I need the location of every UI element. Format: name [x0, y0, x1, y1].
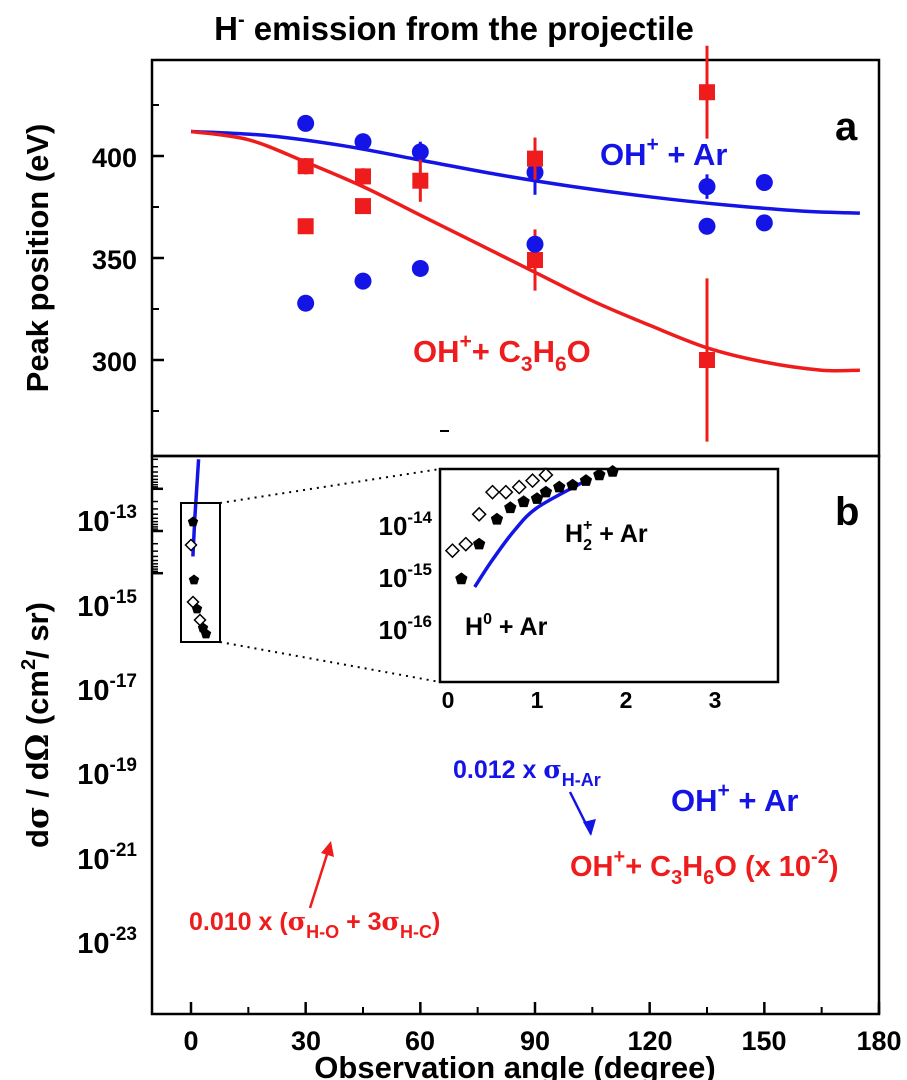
x-tick-0: 0: [183, 1026, 198, 1056]
panel-a-label: a: [835, 105, 858, 149]
red-point-a: [297, 158, 314, 175]
panel-a-frame: [150, 58, 881, 458]
inset-plot: [444, 465, 619, 588]
y-tick-b-1e-19: 10-19: [77, 755, 137, 791]
x-tick-30: 30: [291, 1026, 321, 1056]
red-point-b: [297, 218, 314, 235]
inset-h0-ar-point: [471, 506, 487, 522]
blue-point-a: [354, 133, 372, 151]
blue-point-b: [526, 235, 544, 253]
inset-h2-ar-point: [579, 474, 593, 486]
blue-point-a: [698, 178, 716, 196]
inset-h2-ar-point: [455, 572, 468, 585]
label-a-oh-ar: OH+ + Ar: [600, 133, 727, 172]
inset-h0-ar-point: [524, 473, 541, 489]
y-tick-a-300: 300: [92, 347, 137, 377]
inset-h2-ar-point: [473, 537, 486, 550]
blue-point-b: [354, 272, 372, 290]
red-point-a: [699, 352, 715, 368]
h2-ar-point-zoom: [200, 628, 212, 639]
inset-h0-ar-point: [458, 536, 474, 552]
inset-fit-line: [473, 481, 583, 588]
inset-label-h0: H0 + Ar: [465, 611, 548, 641]
h2-ar-point-zoom: [188, 574, 200, 585]
inset-h2-ar-point: [530, 492, 544, 504]
red-fit-line-a: [190, 129, 860, 373]
x-tick-180: 180: [856, 1026, 901, 1056]
inset-x-tick-1: 1: [531, 687, 544, 713]
y-tick-b-1e-23: 10-23: [77, 924, 137, 960]
inset-h2-ar-point: [606, 465, 619, 477]
inset-h2-ar-point: [517, 495, 530, 508]
y-tick-b-1e-13: 10-13: [77, 502, 137, 538]
inset-h0-ar-point: [484, 484, 501, 500]
arrow-sigma-c3h6o-shaft: [308, 844, 332, 909]
label-b-oh-c3h6o: OH++ C3H6O (x 10-2): [570, 846, 839, 889]
h2-ar-point-zoom: [191, 603, 203, 614]
blue-point-b: [297, 294, 315, 312]
inset-h0-ar-point: [511, 479, 527, 495]
y-axis-title-b: dσ / dΩ (cm2/ sr): [18, 602, 56, 848]
inset-h2-ar-point: [539, 485, 553, 498]
zoom-connector-top: [219, 468, 441, 504]
inset-y-tick-1e-16: 10-16: [379, 612, 433, 645]
inset-y-tick-1e-14: 10-14: [379, 508, 433, 541]
blue-fit-line-a: [190, 129, 860, 215]
blue-point-a: [755, 174, 773, 192]
red-point-a: [527, 252, 543, 269]
x-tick-60: 60: [405, 1026, 435, 1056]
panel-b-label: b: [835, 490, 859, 534]
blue-point-b: [411, 259, 429, 277]
inset-x-tick-3: 3: [709, 687, 722, 713]
blue-point-b: [698, 217, 716, 235]
y-tick-b-1e-15: 10-15: [77, 587, 137, 623]
label-b-sigma-ar: 0.012 x σH-Ar: [453, 755, 601, 790]
inset-h0-ar-point: [444, 543, 461, 559]
h0-ar-point-zoom: [184, 538, 198, 552]
y-axis-title-a: Peak position (eV): [20, 124, 55, 393]
panel-a-plot: [190, 114, 860, 442]
arrow-sigma-ar-head: [583, 819, 596, 836]
h2-ar-point-zoom: [187, 516, 199, 527]
inset-x-tick-2: 2: [620, 687, 633, 713]
red-point-a: [355, 168, 371, 185]
inset-label-h2: H2+ + Ar: [565, 517, 648, 554]
label-a-oh-c3h6o: OH++ C3H6O: [413, 330, 591, 376]
red-point-b: [699, 84, 715, 101]
arrow-sigma-c3h6o-head: [321, 841, 334, 857]
x-tick-150: 150: [741, 1026, 786, 1056]
blue-point-a: [297, 114, 315, 132]
blue-point-a: [411, 143, 429, 161]
inset-x-tick-0: 0: [442, 687, 455, 713]
label-b-sigma-c3h6o: 0.010 x (σH-O + 3σH-C): [189, 907, 440, 942]
inset-h2-ar-point: [490, 512, 504, 525]
panel-b-plot: [184, 45, 773, 639]
inset-h2-ar-point: [593, 468, 606, 481]
y-tick-a-350: 350: [92, 245, 137, 275]
blue-point-b: [755, 214, 773, 232]
inset-y-tick-1e-15: 10-15: [379, 560, 433, 593]
y-tick-b-1e-17: 10-17: [77, 671, 137, 707]
y-tick-b-1e-21: 10-21: [77, 840, 137, 876]
x-axis-title: Observation angle (degree): [314, 1050, 715, 1080]
x-tick-90: 90: [520, 1026, 550, 1056]
red-point-b: [355, 198, 371, 215]
y-tick-a-400: 400: [92, 143, 137, 173]
zoom-box: [180, 502, 221, 643]
zoom-connector-bottom: [219, 641, 441, 683]
inset-h0-ar-point: [538, 467, 554, 483]
figure-title: H- emission from the projectile: [214, 9, 694, 47]
panel-b-frame: [150, 454, 881, 1016]
red-point-b: [412, 172, 429, 189]
red-point-b: [527, 150, 543, 167]
label-b-oh-ar: OH+ + Ar: [671, 779, 798, 818]
inset-h2-ar-point: [553, 480, 566, 493]
inset-frame: [438, 467, 780, 684]
inset-h2-ar-point: [566, 478, 579, 491]
x-tick-120: 120: [627, 1026, 672, 1056]
inset-h2-ar-point: [504, 501, 517, 514]
inset-h0-ar-point: [498, 484, 514, 500]
